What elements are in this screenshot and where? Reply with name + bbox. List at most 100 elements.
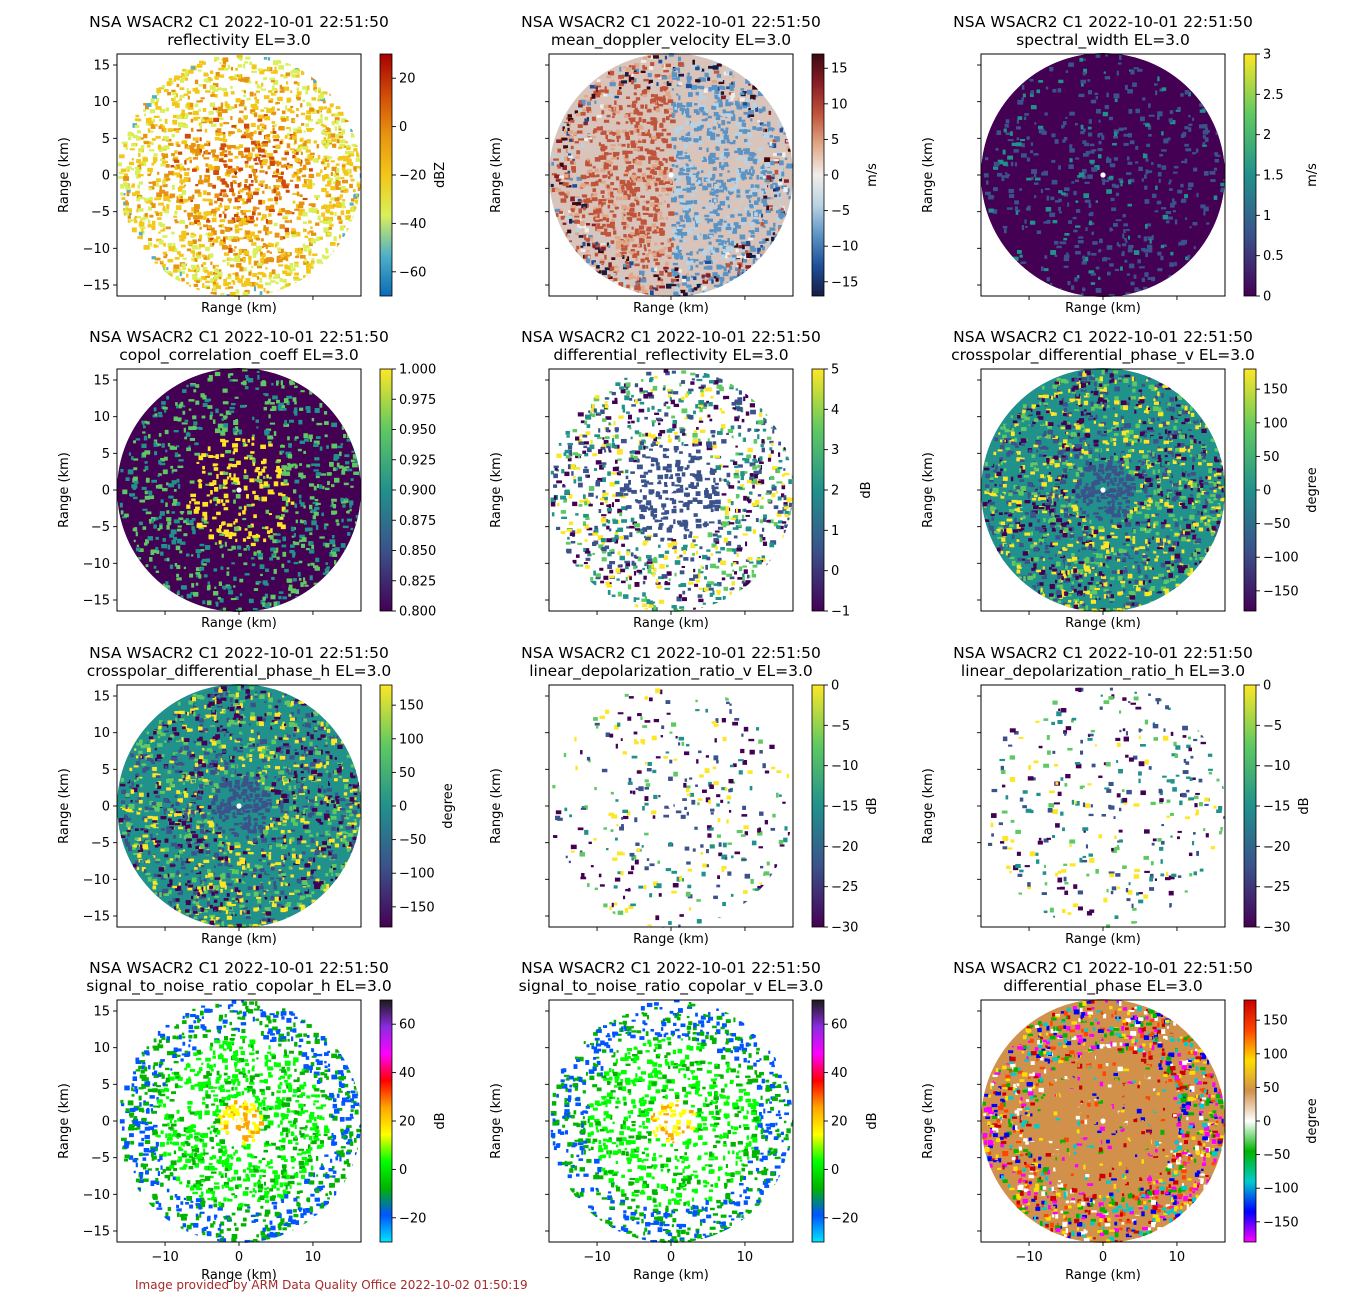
radar-speckle [634, 232, 640, 236]
radar-speckle [315, 557, 320, 563]
radar-speckle [319, 220, 324, 223]
radar-speckle [346, 169, 351, 173]
radar-speckle [212, 89, 219, 92]
radar-speckle [1046, 195, 1050, 201]
radar-speckle [705, 236, 711, 240]
radar-speckle [165, 502, 168, 507]
radar-speckle [268, 209, 275, 213]
colorbar-tick-label: −5 [831, 204, 850, 219]
radar-speckle [665, 158, 668, 163]
radar-speckle [262, 214, 267, 219]
radar-speckle [741, 249, 747, 252]
radar-speckle [284, 135, 288, 139]
radar-speckle [634, 291, 640, 296]
radar-speckle [223, 529, 229, 535]
radar-speckle [1084, 181, 1090, 184]
radar-speckle [186, 273, 189, 278]
radar-speckle [135, 114, 140, 118]
radar-speckle [1160, 255, 1164, 261]
radar-speckle [303, 174, 307, 178]
radar-speckle [728, 269, 731, 274]
radar-speckle [1203, 206, 1209, 212]
radar-speckle [153, 442, 159, 447]
radar-speckle [246, 157, 251, 162]
radar-speckle [582, 214, 586, 219]
radar-speckle [633, 71, 639, 74]
radar-speckle [294, 272, 299, 276]
radar-speckle [626, 183, 632, 187]
radar-speckle [760, 213, 764, 218]
radar-speckle [271, 189, 276, 194]
radar-speckle [730, 110, 735, 115]
radar-speckle [743, 148, 749, 152]
radar-speckle [592, 192, 598, 197]
radar-speckle [203, 211, 208, 215]
radar-speckle [1033, 173, 1037, 178]
radar-speckle [133, 527, 138, 532]
radar-speckle [285, 127, 290, 130]
radar-speckle [296, 168, 301, 174]
radar-speckle [349, 202, 354, 206]
radar-speckle [258, 497, 261, 501]
radar-speckle [147, 224, 152, 228]
radar-speckle [248, 271, 252, 276]
radar-speckle [344, 150, 350, 155]
radar-speckle [655, 108, 661, 113]
radar-speckle [209, 237, 214, 241]
radar-speckle [705, 178, 711, 182]
radar-speckle [726, 139, 730, 144]
radar-speckle [767, 241, 771, 245]
radar-speckle [683, 164, 686, 170]
radar-speckle [725, 102, 731, 107]
radar-speckle [655, 98, 658, 103]
radar-speckle [684, 155, 691, 160]
radar-speckle [1061, 192, 1066, 196]
radar-speckle [154, 261, 158, 264]
radar-speckle [1049, 66, 1054, 72]
radar-speckle [1078, 236, 1084, 239]
radar-speckle [191, 207, 197, 212]
radar-speckle [251, 109, 256, 112]
radar-speckle [1167, 216, 1173, 220]
radar-speckle [1122, 243, 1127, 247]
radar-speckle [227, 273, 232, 278]
radar-speckle [1098, 140, 1102, 145]
radar-speckle [306, 268, 311, 274]
radar-speckle [327, 232, 333, 236]
radar-speckle [688, 265, 691, 270]
radar-speckle [314, 89, 318, 93]
radar-speckle [1180, 199, 1183, 203]
radar-speckle [308, 220, 312, 224]
radar-speckle [715, 239, 722, 243]
radar-speckle [171, 90, 177, 96]
radar-speckle [164, 585, 171, 590]
radar-speckle [1128, 244, 1134, 249]
radar-speckle [302, 197, 308, 201]
radar-speckle [304, 258, 307, 263]
radar-speckle [1135, 145, 1139, 150]
radar-speckle [120, 168, 127, 173]
radar-speckle [606, 75, 612, 79]
radar-speckle [619, 70, 623, 73]
radar-speckle [194, 442, 199, 446]
radar-speckle [1161, 87, 1167, 91]
radar-speckle [575, 227, 580, 233]
radar-speckle [192, 239, 197, 245]
radar-speckle [174, 278, 181, 283]
radar-speckle [726, 282, 732, 285]
radar-speckle [179, 199, 184, 203]
y-tick-label: −15 [83, 279, 110, 294]
radar-speckle [638, 117, 642, 123]
radar-speckle [610, 147, 615, 151]
radar-speckle [716, 274, 720, 278]
radar-speckle [1050, 196, 1055, 201]
radar-speckle [125, 205, 129, 211]
radar-speckle [685, 273, 689, 276]
radar-speckle [242, 220, 248, 226]
radar-speckle [1169, 262, 1175, 267]
radar-speckle [307, 119, 313, 122]
radar-speckle [323, 204, 330, 208]
radar-speckle [250, 122, 256, 127]
radar-speckle [267, 66, 271, 70]
radar-speckle [679, 167, 683, 172]
